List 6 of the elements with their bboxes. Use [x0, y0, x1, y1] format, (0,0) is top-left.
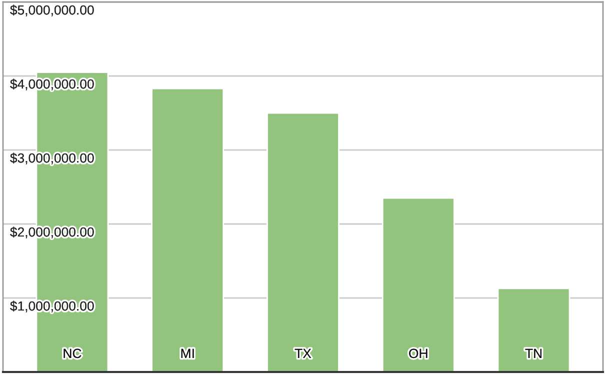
- x-tick-label: MI: [181, 348, 194, 358]
- x-tick-label: TX: [294, 348, 312, 358]
- x-tick-label: NC: [64, 348, 82, 358]
- y-tick-label: $5,000,000.00: [10, 4, 94, 16]
- x-tick-label: OH: [409, 348, 428, 358]
- x-tick-label: TN: [525, 348, 542, 358]
